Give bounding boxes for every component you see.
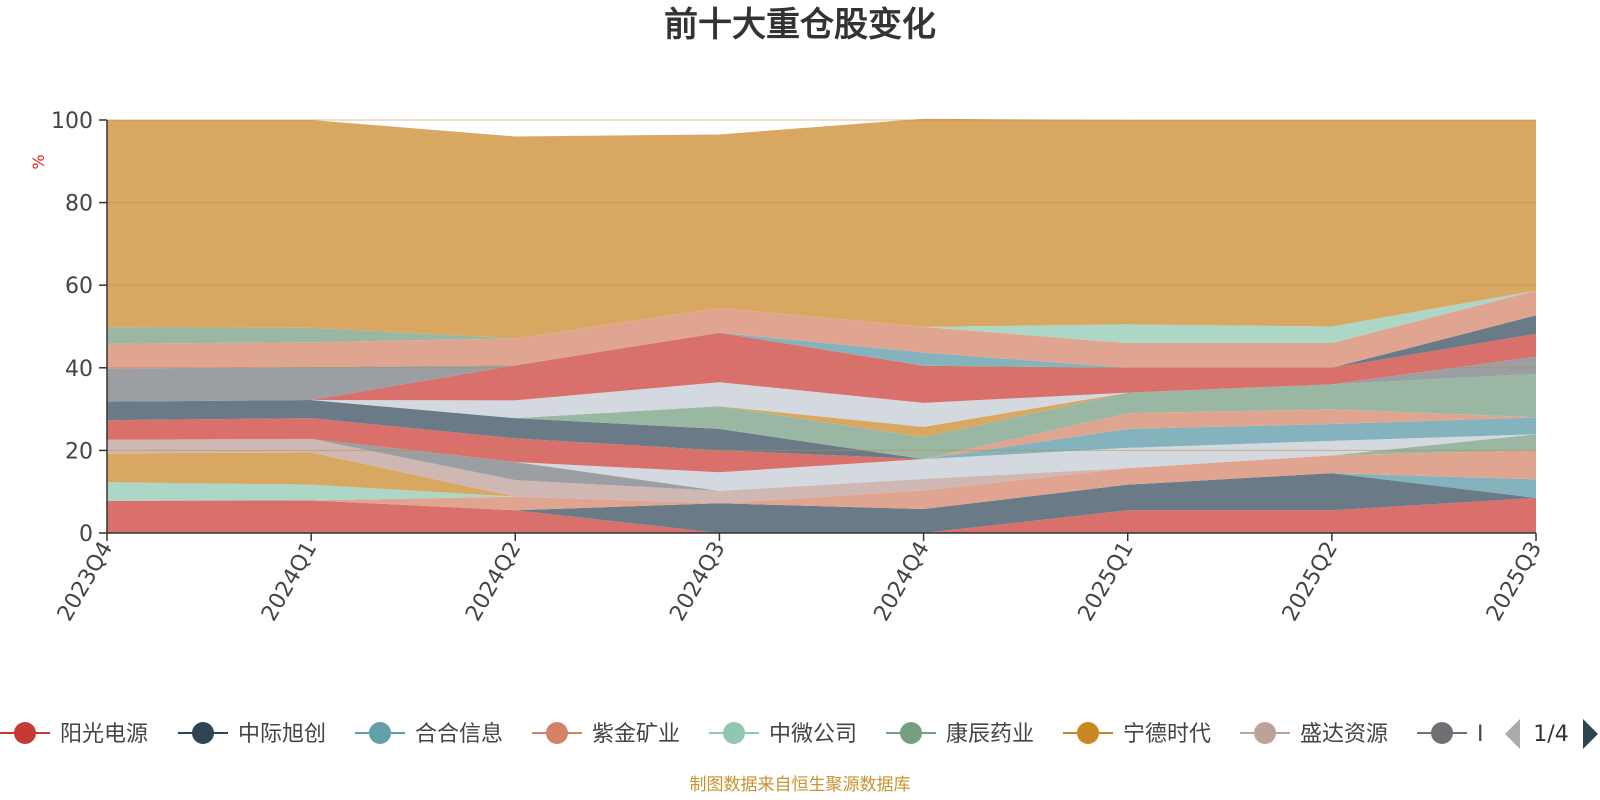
area-series-23 — [107, 290, 1536, 344]
y-tick-label: 100 — [51, 109, 93, 134]
area-series-13 — [107, 400, 1536, 460]
x-tick-label: 2025Q1 — [1074, 538, 1139, 626]
legend-label: 中微公司 — [769, 722, 857, 747]
legend-label: 康辰药业 — [946, 722, 1034, 747]
area-series-2 — [107, 473, 1536, 511]
x-tick-label: 2023Q4 — [53, 538, 118, 626]
area-series-0 — [107, 497, 1536, 533]
legend-label: 盛达资源 — [1300, 722, 1388, 747]
area-series-group — [107, 118, 1536, 533]
area-series-6 — [107, 434, 1536, 504]
x-tick-label: 2024Q1 — [257, 538, 322, 626]
legend-marker — [14, 722, 36, 744]
area-series-4 — [107, 450, 1536, 504]
legend-marker — [1431, 722, 1453, 744]
legend-label: 紫金矿业 — [592, 722, 680, 747]
area-series-3 — [107, 450, 1536, 511]
area-series-10 — [107, 418, 1536, 473]
legend-item[interactable]: 合合信息 — [355, 722, 503, 747]
legend-label: I — [1477, 722, 1484, 747]
legend-item[interactable]: I — [1417, 722, 1484, 747]
legend-item[interactable]: 宁德时代 — [1063, 722, 1211, 747]
legend-marker — [723, 722, 745, 744]
legend[interactable]: 阳光电源 中际旭创 合合信息 紫金矿业 中微公司 康辰药业 宁德时代 盛达资源 I 1/4 — [0, 719, 1598, 749]
y-tick-label: 0 — [79, 522, 93, 547]
legend-prev-icon[interactable] — [1505, 719, 1520, 749]
legend-label: 中际旭创 — [238, 722, 326, 747]
legend-item[interactable]: 阳光电源 — [0, 722, 148, 747]
legend-page-indicator: 1/4 — [1533, 722, 1568, 747]
area-series-24 — [107, 290, 1536, 344]
chart-title: 前十大重仓股变化 — [664, 5, 936, 45]
area-series-25 — [107, 118, 1536, 339]
legend-marker — [369, 722, 391, 744]
y-tick-label: 80 — [65, 192, 93, 217]
legend-item[interactable]: 中微公司 — [709, 722, 857, 747]
legend-marker — [1077, 722, 1099, 744]
legend-item[interactable]: 盛达资源 — [1240, 722, 1388, 747]
y-axis-unit: % — [29, 154, 48, 169]
legend-item[interactable]: 紫金矿业 — [532, 722, 680, 747]
area-series-22 — [107, 290, 1536, 369]
legend-next-icon[interactable] — [1583, 719, 1598, 749]
area-series-9 — [107, 434, 1536, 491]
y-tick-label: 20 — [65, 439, 93, 464]
area-series-12 — [107, 400, 1536, 460]
legend-marker — [1254, 722, 1276, 744]
area-series-11 — [107, 400, 1536, 460]
data-source-note: 制图数据来自恒生聚源数据库 — [690, 775, 911, 795]
legend-marker — [900, 722, 922, 744]
legend-marker — [546, 722, 568, 744]
legend-label: 阳光电源 — [60, 722, 148, 747]
area-series-16 — [107, 373, 1536, 427]
area-series-20 — [107, 315, 1536, 402]
gridlines — [107, 119, 1536, 451]
legend-item[interactable]: 康辰药业 — [886, 722, 1034, 747]
legend-label: 宁德时代 — [1123, 722, 1211, 747]
x-tick-label: 2024Q2 — [461, 538, 526, 626]
area-series-14 — [107, 373, 1536, 460]
area-series-7 — [107, 434, 1536, 504]
x-tick-label: 2025Q2 — [1278, 538, 1343, 626]
area-series-1 — [107, 473, 1536, 533]
legend-item[interactable]: 中际旭创 — [178, 722, 326, 747]
x-tick-label: 2025Q3 — [1482, 538, 1547, 626]
x-tick-label: 2024Q3 — [665, 538, 730, 626]
legend-label: 合合信息 — [415, 722, 503, 747]
x-tick-label: 2024Q4 — [869, 538, 934, 626]
y-tick-label: 40 — [65, 357, 93, 382]
y-tick-label: 60 — [65, 274, 93, 299]
legend-marker — [192, 722, 214, 744]
